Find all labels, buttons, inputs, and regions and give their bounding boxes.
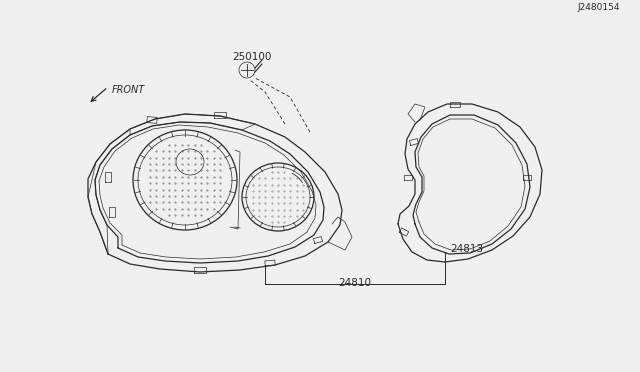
Text: 250100: 250100 [232, 52, 272, 62]
Text: 24813: 24813 [450, 244, 483, 254]
Text: FRONT: FRONT [112, 85, 145, 95]
Text: 24810: 24810 [339, 278, 371, 288]
Text: J2480154: J2480154 [577, 3, 620, 12]
